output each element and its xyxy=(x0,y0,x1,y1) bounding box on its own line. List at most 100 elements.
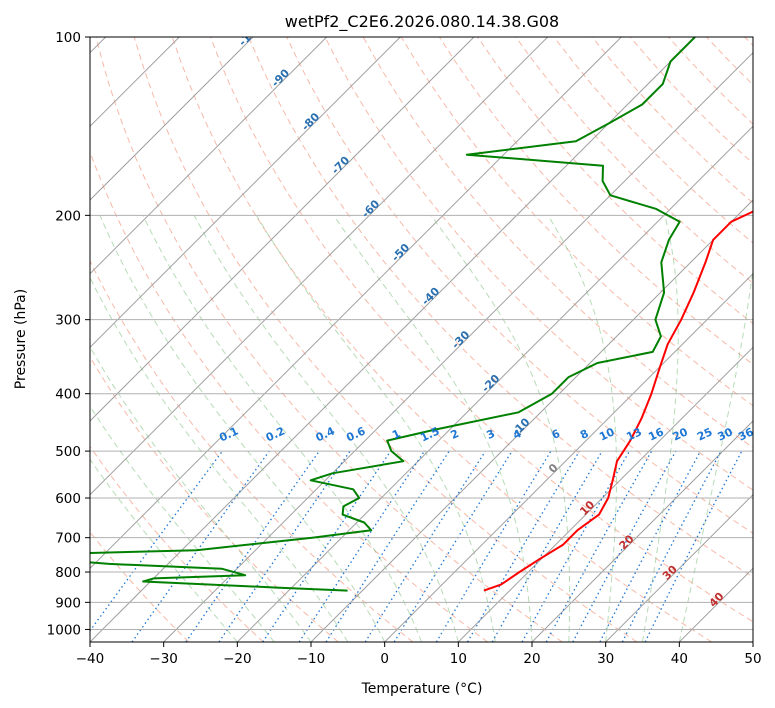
mixing-ratio-label: 8 xyxy=(578,427,590,442)
x-tick-label: 0 xyxy=(380,651,389,667)
isotherm xyxy=(457,346,753,642)
mixing-ratio-line xyxy=(262,450,392,642)
mixing-ratio-label: 13 xyxy=(624,425,643,443)
dry-adiabat xyxy=(553,37,753,244)
y-tick-label: 900 xyxy=(55,595,81,611)
mixing-ratio-line xyxy=(572,450,677,642)
mixing-ratio-label: 3 xyxy=(485,427,497,442)
isotherm-label: -100 xyxy=(236,20,265,49)
isotherm xyxy=(90,37,696,642)
isotherm-label: -30 xyxy=(449,328,472,351)
isotherm xyxy=(90,37,401,349)
mixing-ratio-label: 36 xyxy=(736,425,756,443)
isotherm xyxy=(90,37,622,570)
x-tick-label: 50 xyxy=(744,651,761,667)
x-tick-label: 30 xyxy=(597,651,614,667)
isotherm xyxy=(90,37,328,275)
y-axis-label: Pressure (hPa) xyxy=(13,289,29,389)
plot-frame xyxy=(89,36,754,643)
moist-adiabat xyxy=(333,215,533,642)
isotherm-label: 20 xyxy=(617,532,637,552)
moist-adiabat xyxy=(90,405,275,642)
isotherm-label: 30 xyxy=(660,562,680,582)
isotherm xyxy=(531,420,753,642)
dry-adiabat xyxy=(133,37,638,642)
isotherm xyxy=(605,493,753,642)
dewpoint-profile-line xyxy=(90,37,696,592)
y-tick-label: 800 xyxy=(55,565,81,581)
x-tick-label: 20 xyxy=(523,651,540,667)
y-tick-label: 1000 xyxy=(47,622,81,638)
moist-adiabat xyxy=(678,265,753,642)
isotherm xyxy=(752,641,753,642)
mixing-ratio-line xyxy=(218,450,351,642)
chart-title: wetPf2_C2E6.2026.080.14.38.G08 xyxy=(285,12,559,32)
mixing-ratio-label: 0.1 xyxy=(217,424,240,444)
y-tick-label: 600 xyxy=(55,491,81,507)
x-tick-label: −30 xyxy=(149,651,178,667)
isotherm xyxy=(90,37,549,496)
isotherm-label: 10 xyxy=(577,498,597,518)
dry-adiabat xyxy=(668,37,753,125)
mixing-ratio-label: 25 xyxy=(695,425,714,443)
mixing-ratio-line xyxy=(131,450,270,642)
dry-adiabat xyxy=(171,37,712,642)
dry-adiabat xyxy=(248,37,753,578)
mixing-ratio-label: 6 xyxy=(550,427,563,442)
moist-adiabat xyxy=(547,215,617,642)
moist-adiabat xyxy=(90,458,238,642)
mixing-ratio-label: 16 xyxy=(646,425,666,443)
mixing-ratio-label: 10 xyxy=(597,425,617,443)
mixing-ratio-line xyxy=(364,450,486,642)
moist-adiabat xyxy=(99,215,386,642)
mixing-ratio-line xyxy=(393,450,513,642)
y-tick-label: 700 xyxy=(55,531,81,547)
dry-adiabat xyxy=(744,37,753,47)
x-tick-label: −10 xyxy=(297,651,326,667)
mixing-ratio-label: 0.2 xyxy=(264,424,287,444)
y-tick-label: 500 xyxy=(55,444,81,460)
isotherm-label: -80 xyxy=(299,110,322,133)
moist-adiabat xyxy=(142,215,422,642)
isotherm xyxy=(90,37,475,422)
dry-adiabat xyxy=(438,37,753,366)
dry-adiabat xyxy=(286,37,753,534)
mixing-ratio-label: 0.4 xyxy=(314,424,337,444)
y-tick-label: 200 xyxy=(55,208,81,224)
isotherm xyxy=(236,125,753,642)
dry-adiabat xyxy=(591,37,753,204)
moist-adiabat xyxy=(430,215,571,642)
dry-adiabat xyxy=(210,37,753,623)
dry-adiabat xyxy=(515,37,753,284)
moist-adiabat xyxy=(255,215,496,642)
mixing-ratio-label: 30 xyxy=(716,425,736,443)
isotherm-label: -40 xyxy=(419,284,442,307)
mixing-ratio-label: 2 xyxy=(449,427,461,442)
isotherm-label: -50 xyxy=(389,241,412,264)
moist-adiabat xyxy=(90,345,312,642)
isotherm-label: -90 xyxy=(269,66,292,89)
moist-adiabat xyxy=(642,215,679,642)
y-tick-label: 100 xyxy=(55,30,81,46)
moist-adiabat xyxy=(90,276,349,642)
x-tick-label: −20 xyxy=(223,651,252,667)
dry-adiabat xyxy=(324,37,753,491)
isotherm-label: -60 xyxy=(359,197,382,220)
mixing-ratio-line xyxy=(298,450,425,642)
mixing-ratio-line xyxy=(435,450,552,642)
x-tick-label: −40 xyxy=(76,651,105,667)
mixing-ratio-line xyxy=(90,450,223,632)
isotherm xyxy=(384,272,753,642)
moist-adiabat xyxy=(193,215,459,642)
mixing-ratio-label: 20 xyxy=(671,425,691,443)
mixing-ratio-line xyxy=(599,450,702,642)
isotherm-label: -70 xyxy=(329,154,352,177)
y-tick-label: 400 xyxy=(55,387,81,403)
mixing-ratio-line xyxy=(644,450,743,642)
isotherm xyxy=(90,37,254,201)
x-tick-label: 10 xyxy=(450,651,467,667)
dry-adiabat xyxy=(706,37,753,86)
dry-adiabat xyxy=(95,37,563,642)
temperature-profile-line xyxy=(483,210,753,592)
